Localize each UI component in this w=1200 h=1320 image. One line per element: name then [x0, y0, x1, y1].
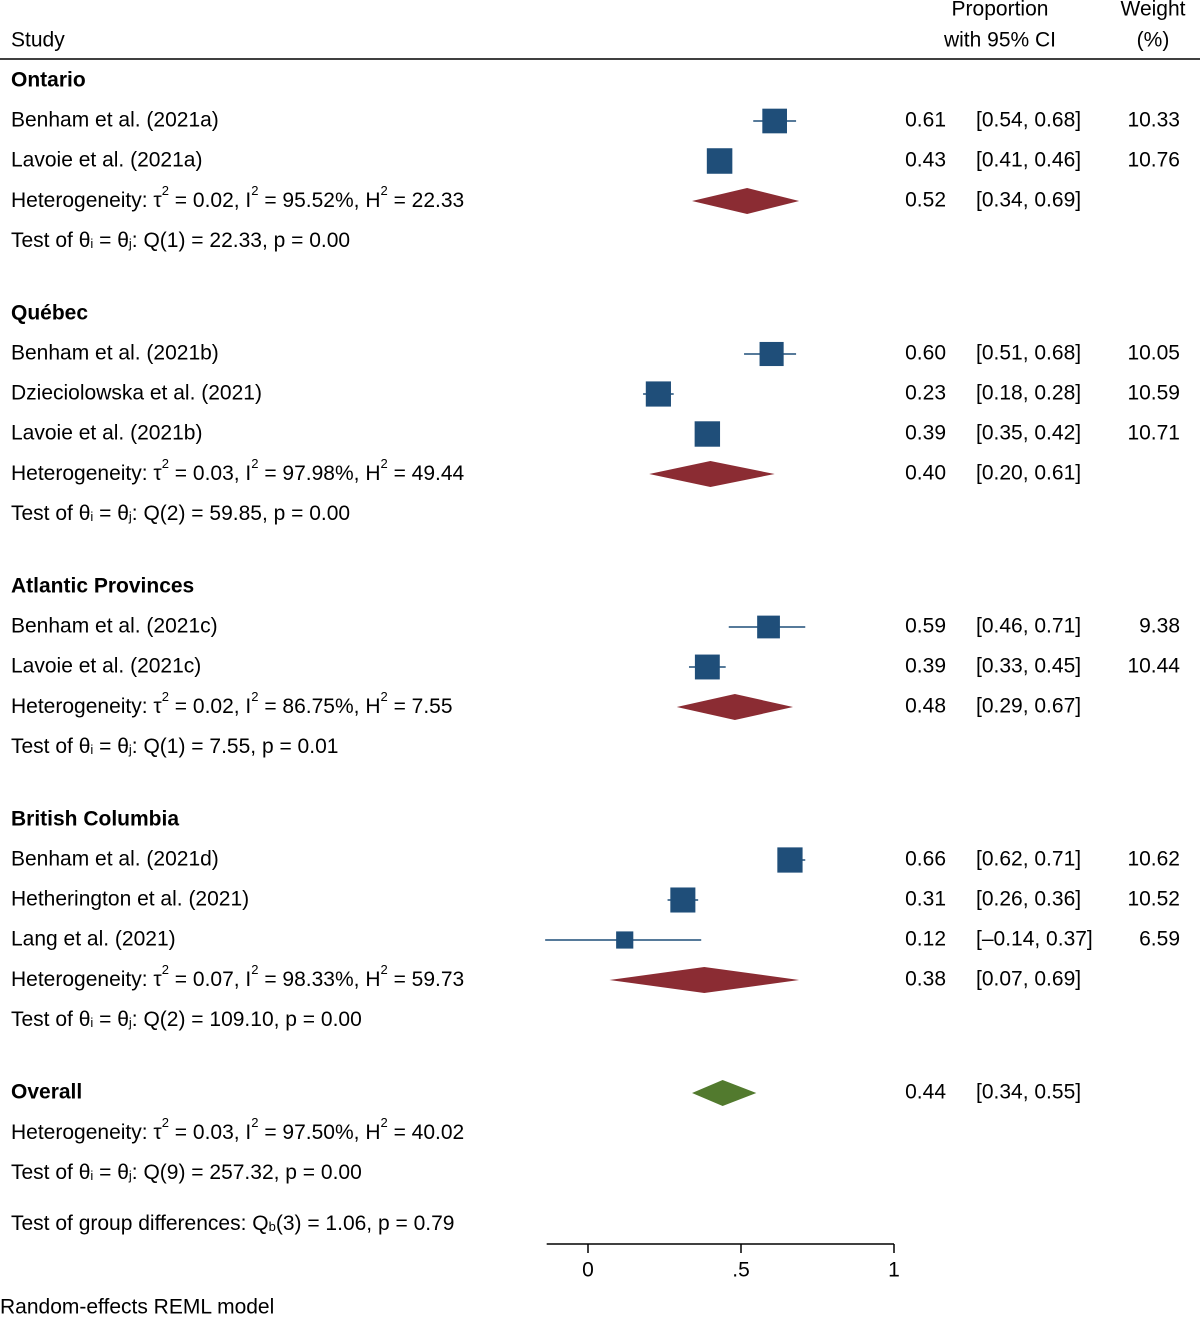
subgroup-effect-value: 0.40 — [905, 462, 946, 485]
subgroup-ci-value: [0.34, 0.69] — [976, 189, 1081, 212]
x-axis-tick-label: .5 — [732, 1259, 750, 1282]
subgroup-ci-value: [0.20, 0.61] — [976, 462, 1081, 485]
x-axis-tick-label: 1 — [888, 1259, 900, 1282]
column-header-effect: Proportion — [952, 0, 1049, 21]
study-marker — [645, 381, 671, 407]
study-label: Benham et al. (2021b) — [11, 342, 219, 365]
overall-effect-value: 0.44 — [905, 1081, 946, 1104]
weight-value: 10.62 — [1127, 848, 1180, 871]
study-marker — [670, 887, 696, 913]
weight-value: 10.05 — [1127, 342, 1180, 365]
study-label: Benham et al. (2021a) — [11, 109, 219, 132]
weight-value: 6.59 — [1139, 928, 1180, 951]
study-label: Lavoie et al. (2021c) — [11, 655, 201, 678]
weight-value: 10.44 — [1127, 655, 1180, 678]
study-label: Dzieciolowska et al. (2021) — [11, 382, 262, 405]
study-label: Hetherington et al. (2021) — [11, 888, 249, 911]
ci-value: [0.46, 0.71] — [976, 615, 1081, 638]
overall-homogeneity-test-text: Test of θi = θj: Q(9) = 257.32, p = 0.00 — [11, 1161, 362, 1184]
ci-value: [0.54, 0.68] — [976, 109, 1081, 132]
study-marker — [706, 148, 733, 174]
study-label: Lang et al. (2021) — [11, 928, 176, 951]
group-heading: British Columbia — [11, 808, 179, 831]
heterogeneity-text: Heterogeneity: τ2 = 0.03, I2 = 97.98%, H… — [11, 456, 465, 484]
column-header-effect-ci: with 95% CI — [943, 29, 1056, 52]
study-marker — [616, 931, 634, 949]
subgroup-effect-value: 0.38 — [905, 968, 946, 991]
study-label: Lavoie et al. (2021a) — [11, 149, 202, 172]
weight-value: 9.38 — [1139, 615, 1180, 638]
study-marker — [757, 615, 780, 639]
overall-diamond — [692, 1080, 757, 1106]
ci-value: [0.33, 0.45] — [976, 655, 1081, 678]
x-axis-tick-label: 0 — [582, 1259, 594, 1282]
group-heading: Québec — [11, 302, 88, 325]
study-marker — [694, 421, 721, 447]
ci-value: [0.18, 0.28] — [976, 382, 1081, 405]
subgroup-ci-value: [0.07, 0.69] — [976, 968, 1081, 991]
effect-value: 0.59 — [905, 615, 946, 638]
subgroup-diamond — [609, 967, 800, 993]
effect-value: 0.23 — [905, 382, 946, 405]
weight-value: 10.33 — [1127, 109, 1180, 132]
study-marker — [694, 654, 720, 680]
subgroup-diamond — [692, 188, 800, 214]
effect-value: 0.43 — [905, 149, 946, 172]
ci-value: [–0.14, 0.37] — [976, 928, 1093, 951]
overall-heterogeneity-text: Heterogeneity: τ2 = 0.03, I2 = 97.50%, H… — [11, 1115, 464, 1143]
column-header-weight: Weight — [1121, 0, 1186, 21]
column-header-study: Study — [11, 29, 65, 52]
study-label: Lavoie et al. (2021b) — [11, 422, 202, 445]
model-note: Random-effects REML model — [0, 1296, 274, 1319]
effect-value: 0.12 — [905, 928, 946, 951]
subgroup-ci-value: [0.29, 0.67] — [976, 695, 1081, 718]
subgroup-effect-value: 0.48 — [905, 695, 946, 718]
weight-value: 10.71 — [1127, 422, 1180, 445]
effect-value: 0.66 — [905, 848, 946, 871]
subgroup-effect-value: 0.52 — [905, 189, 946, 212]
subgroup-diamond — [676, 694, 794, 720]
group-heading: Atlantic Provinces — [11, 575, 194, 598]
ci-value: [0.51, 0.68] — [976, 342, 1081, 365]
effect-value: 0.60 — [905, 342, 946, 365]
heterogeneity-text: Heterogeneity: τ2 = 0.07, I2 = 98.33%, H… — [11, 962, 464, 990]
weight-value: 10.59 — [1127, 382, 1180, 405]
ci-value: [0.26, 0.36] — [976, 888, 1081, 911]
effect-value: 0.39 — [905, 655, 946, 678]
effect-value: 0.61 — [905, 109, 946, 132]
group-heading: Ontario — [11, 69, 86, 92]
study-label: Benham et al. (2021c) — [11, 615, 218, 638]
study-label: Benham et al. (2021d) — [11, 848, 219, 871]
overall-heading: Overall — [11, 1081, 82, 1104]
homogeneity-test-text: Test of θi = θj: Q(1) = 22.33, p = 0.00 — [11, 229, 350, 252]
weight-value: 10.52 — [1127, 888, 1180, 911]
ci-value: [0.62, 0.71] — [976, 848, 1081, 871]
heterogeneity-text: Heterogeneity: τ2 = 0.02, I2 = 86.75%, H… — [11, 689, 453, 717]
column-header-weight-unit: (%) — [1137, 29, 1170, 52]
study-marker — [759, 341, 784, 367]
effect-value: 0.39 — [905, 422, 946, 445]
weight-value: 10.76 — [1127, 149, 1180, 172]
study-marker — [777, 847, 803, 873]
homogeneity-test-text: Test of θi = θj: Q(2) = 59.85, p = 0.00 — [11, 502, 350, 525]
overall-ci-value: [0.34, 0.55] — [976, 1081, 1081, 1104]
ci-value: [0.35, 0.42] — [976, 422, 1081, 445]
homogeneity-test-text: Test of θi = θj: Q(1) = 7.55, p = 0.01 — [11, 735, 338, 758]
homogeneity-test-text: Test of θi = θj: Q(2) = 109.10, p = 0.00 — [11, 1008, 362, 1031]
ci-value: [0.41, 0.46] — [976, 149, 1081, 172]
group-differences-test-text: Test of group differences: Qb(3) = 1.06,… — [11, 1212, 454, 1235]
effect-value: 0.31 — [905, 888, 946, 911]
study-marker — [762, 108, 787, 134]
subgroup-diamond — [649, 461, 775, 487]
heterogeneity-text: Heterogeneity: τ2 = 0.02, I2 = 95.52%, H… — [11, 183, 464, 211]
